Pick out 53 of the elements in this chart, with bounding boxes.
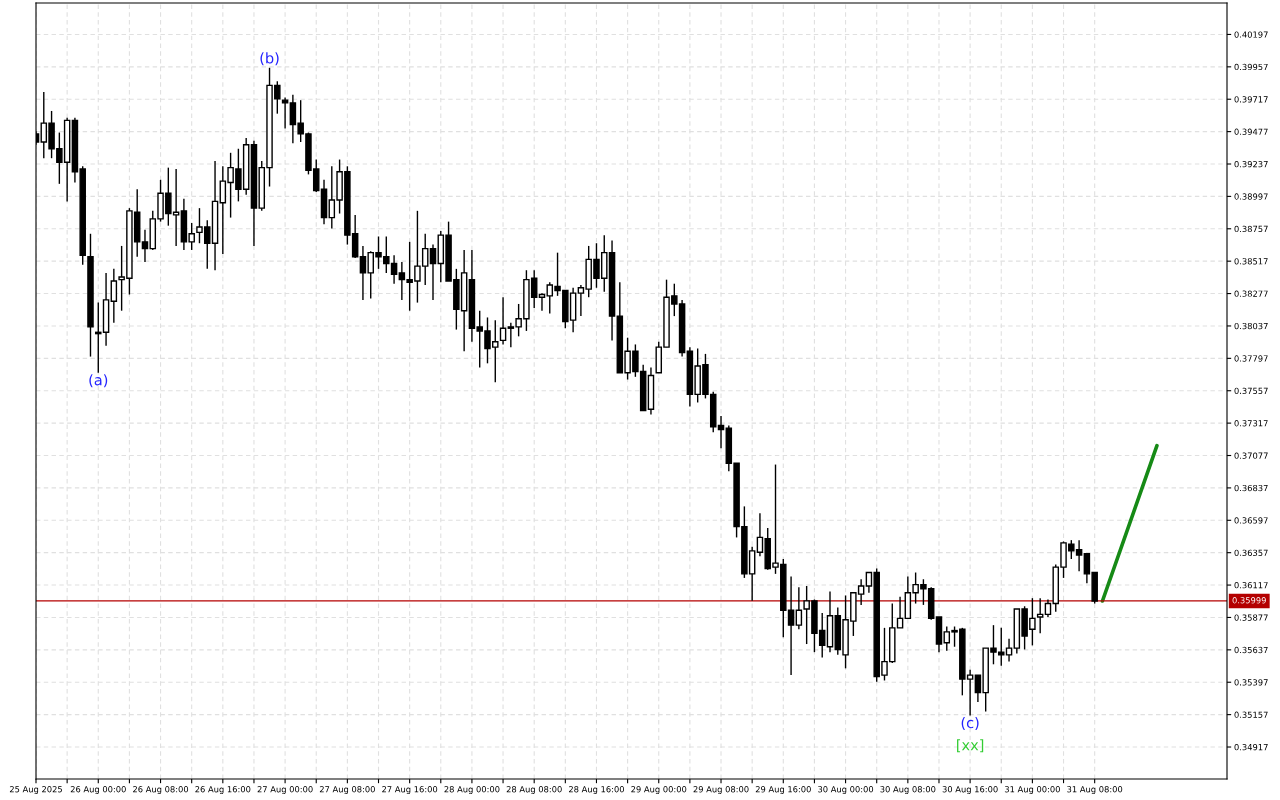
x-tick-label: 28 Aug 16:00 xyxy=(568,786,625,795)
y-tick-label: 0.38517 xyxy=(1234,258,1268,265)
ref-line-label: 0.35999 xyxy=(1232,597,1266,604)
candlestick xyxy=(110,268,118,324)
candlestick xyxy=(795,586,803,630)
y-tick-label: 0.38757 xyxy=(1234,225,1268,233)
x-tick-label: 25 Aug 2025 xyxy=(9,786,62,795)
x-tick-label: 28 Aug 00:00 xyxy=(444,786,500,795)
x-tick-label: 29 Aug 00:00 xyxy=(631,786,687,795)
y-tick-label: 0.36597 xyxy=(1234,517,1268,524)
x-tick-label: 27 Aug 16:00 xyxy=(382,786,438,795)
x-tick-label: 29 Aug 16:00 xyxy=(755,786,811,795)
x-tick-label: 26 Aug 00:00 xyxy=(70,786,126,795)
annotation: (c) xyxy=(961,716,979,730)
y-tick-label: 0.39957 xyxy=(1234,63,1268,71)
y-tick-label: 0.38277 xyxy=(1234,290,1268,297)
y-tick-label: 0.35397 xyxy=(1234,679,1268,686)
y-tick-label: 0.39477 xyxy=(1234,128,1268,135)
x-tick-label: 26 Aug 16:00 xyxy=(195,786,251,795)
x-tick-label: 30 Aug 00:00 xyxy=(818,786,874,795)
y-tick-label: 0.35877 xyxy=(1234,614,1268,621)
y-tick-label: 0.35157 xyxy=(1234,711,1268,718)
y-tick-label: 0.40197 xyxy=(1234,31,1268,38)
y-tick-label: 0.36357 xyxy=(1234,549,1268,556)
candlestick xyxy=(429,243,437,301)
y-tick-label: 0.34917 xyxy=(1234,744,1268,751)
annotation: [xx] xyxy=(957,739,984,753)
y-tick-label: 0.39237 xyxy=(1234,160,1268,168)
y-tick-label: 0.35637 xyxy=(1234,646,1268,654)
annotation: (b) xyxy=(260,52,279,66)
y-tick-label: 0.37557 xyxy=(1234,387,1268,395)
x-tick-label: 30 Aug 08:00 xyxy=(880,786,936,795)
x-tick-label: 29 Aug 08:00 xyxy=(693,786,749,795)
candlestick xyxy=(499,296,507,346)
x-tick-label: 27 Aug 08:00 xyxy=(319,786,375,795)
x-tick-label: 30 Aug 16:00 xyxy=(942,786,998,795)
y-tick-label: 0.38997 xyxy=(1234,193,1268,200)
y-tick-label: 0.36837 xyxy=(1234,484,1268,492)
x-tick-label: 26 Aug 08:00 xyxy=(133,786,189,795)
y-tick-label: 0.39717 xyxy=(1234,96,1268,103)
annotation: (a) xyxy=(89,374,108,388)
candlestick xyxy=(538,292,546,312)
y-tick-label: 0.36117 xyxy=(1234,582,1268,589)
y-tick-label: 0.37077 xyxy=(1234,452,1268,459)
x-tick-label: 28 Aug 08:00 xyxy=(506,786,562,795)
candlestick xyxy=(1036,597,1044,634)
x-tick-label: 27 Aug 00:00 xyxy=(257,786,313,795)
y-tick-label: 0.37317 xyxy=(1234,420,1268,427)
x-tick-label: 31 Aug 00:00 xyxy=(1004,786,1060,795)
y-tick-label: 0.38037 xyxy=(1234,322,1268,330)
x-tick-label: 31 Aug 08:00 xyxy=(1067,786,1123,795)
y-tick-label: 0.37797 xyxy=(1234,355,1268,362)
candlestick xyxy=(141,229,149,263)
